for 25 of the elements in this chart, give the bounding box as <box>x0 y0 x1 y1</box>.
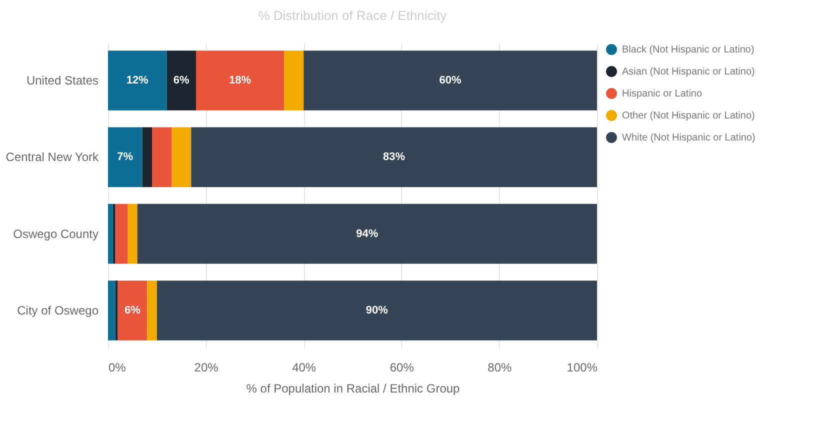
data-label: 12% <box>126 74 149 87</box>
data-label: 6% <box>173 74 190 87</box>
x-tick-label: 60% <box>390 360 414 374</box>
y-tick-label: United States <box>26 74 98 88</box>
data-label: 18% <box>229 74 252 87</box>
x-tick-label: 40% <box>292 360 316 374</box>
legend-label: White (Not Hispanic or Latino) <box>622 132 756 144</box>
x-tick-label: 0% <box>108 360 126 374</box>
legend-label: Asian (Not Hispanic or Latino) <box>622 66 755 78</box>
data-label: 7% <box>117 151 134 164</box>
data-label: 60% <box>439 74 462 87</box>
x-tick-label: 100% <box>566 360 598 374</box>
x-tick-label: 80% <box>488 360 512 374</box>
legend-label: Hispanic or Latino <box>622 88 702 100</box>
legend-label: Black (Not Hispanic or Latino) <box>622 44 754 56</box>
legend-label: Other (Not Hispanic or Latino) <box>622 110 755 122</box>
data-label: 90% <box>366 304 388 316</box>
data-label: 94% <box>356 228 378 240</box>
y-tick-label: Central New York <box>6 150 100 164</box>
data-label: 6% <box>124 304 141 316</box>
y-tick-label: City of Oswego <box>17 303 99 318</box>
x-tick-label: 20% <box>194 360 219 374</box>
data-label: 83% <box>383 151 406 164</box>
y-tick-label: Oswego County <box>13 226 98 241</box>
x-axis-title: % of Population in Racial / Ethnic Group <box>246 382 460 396</box>
